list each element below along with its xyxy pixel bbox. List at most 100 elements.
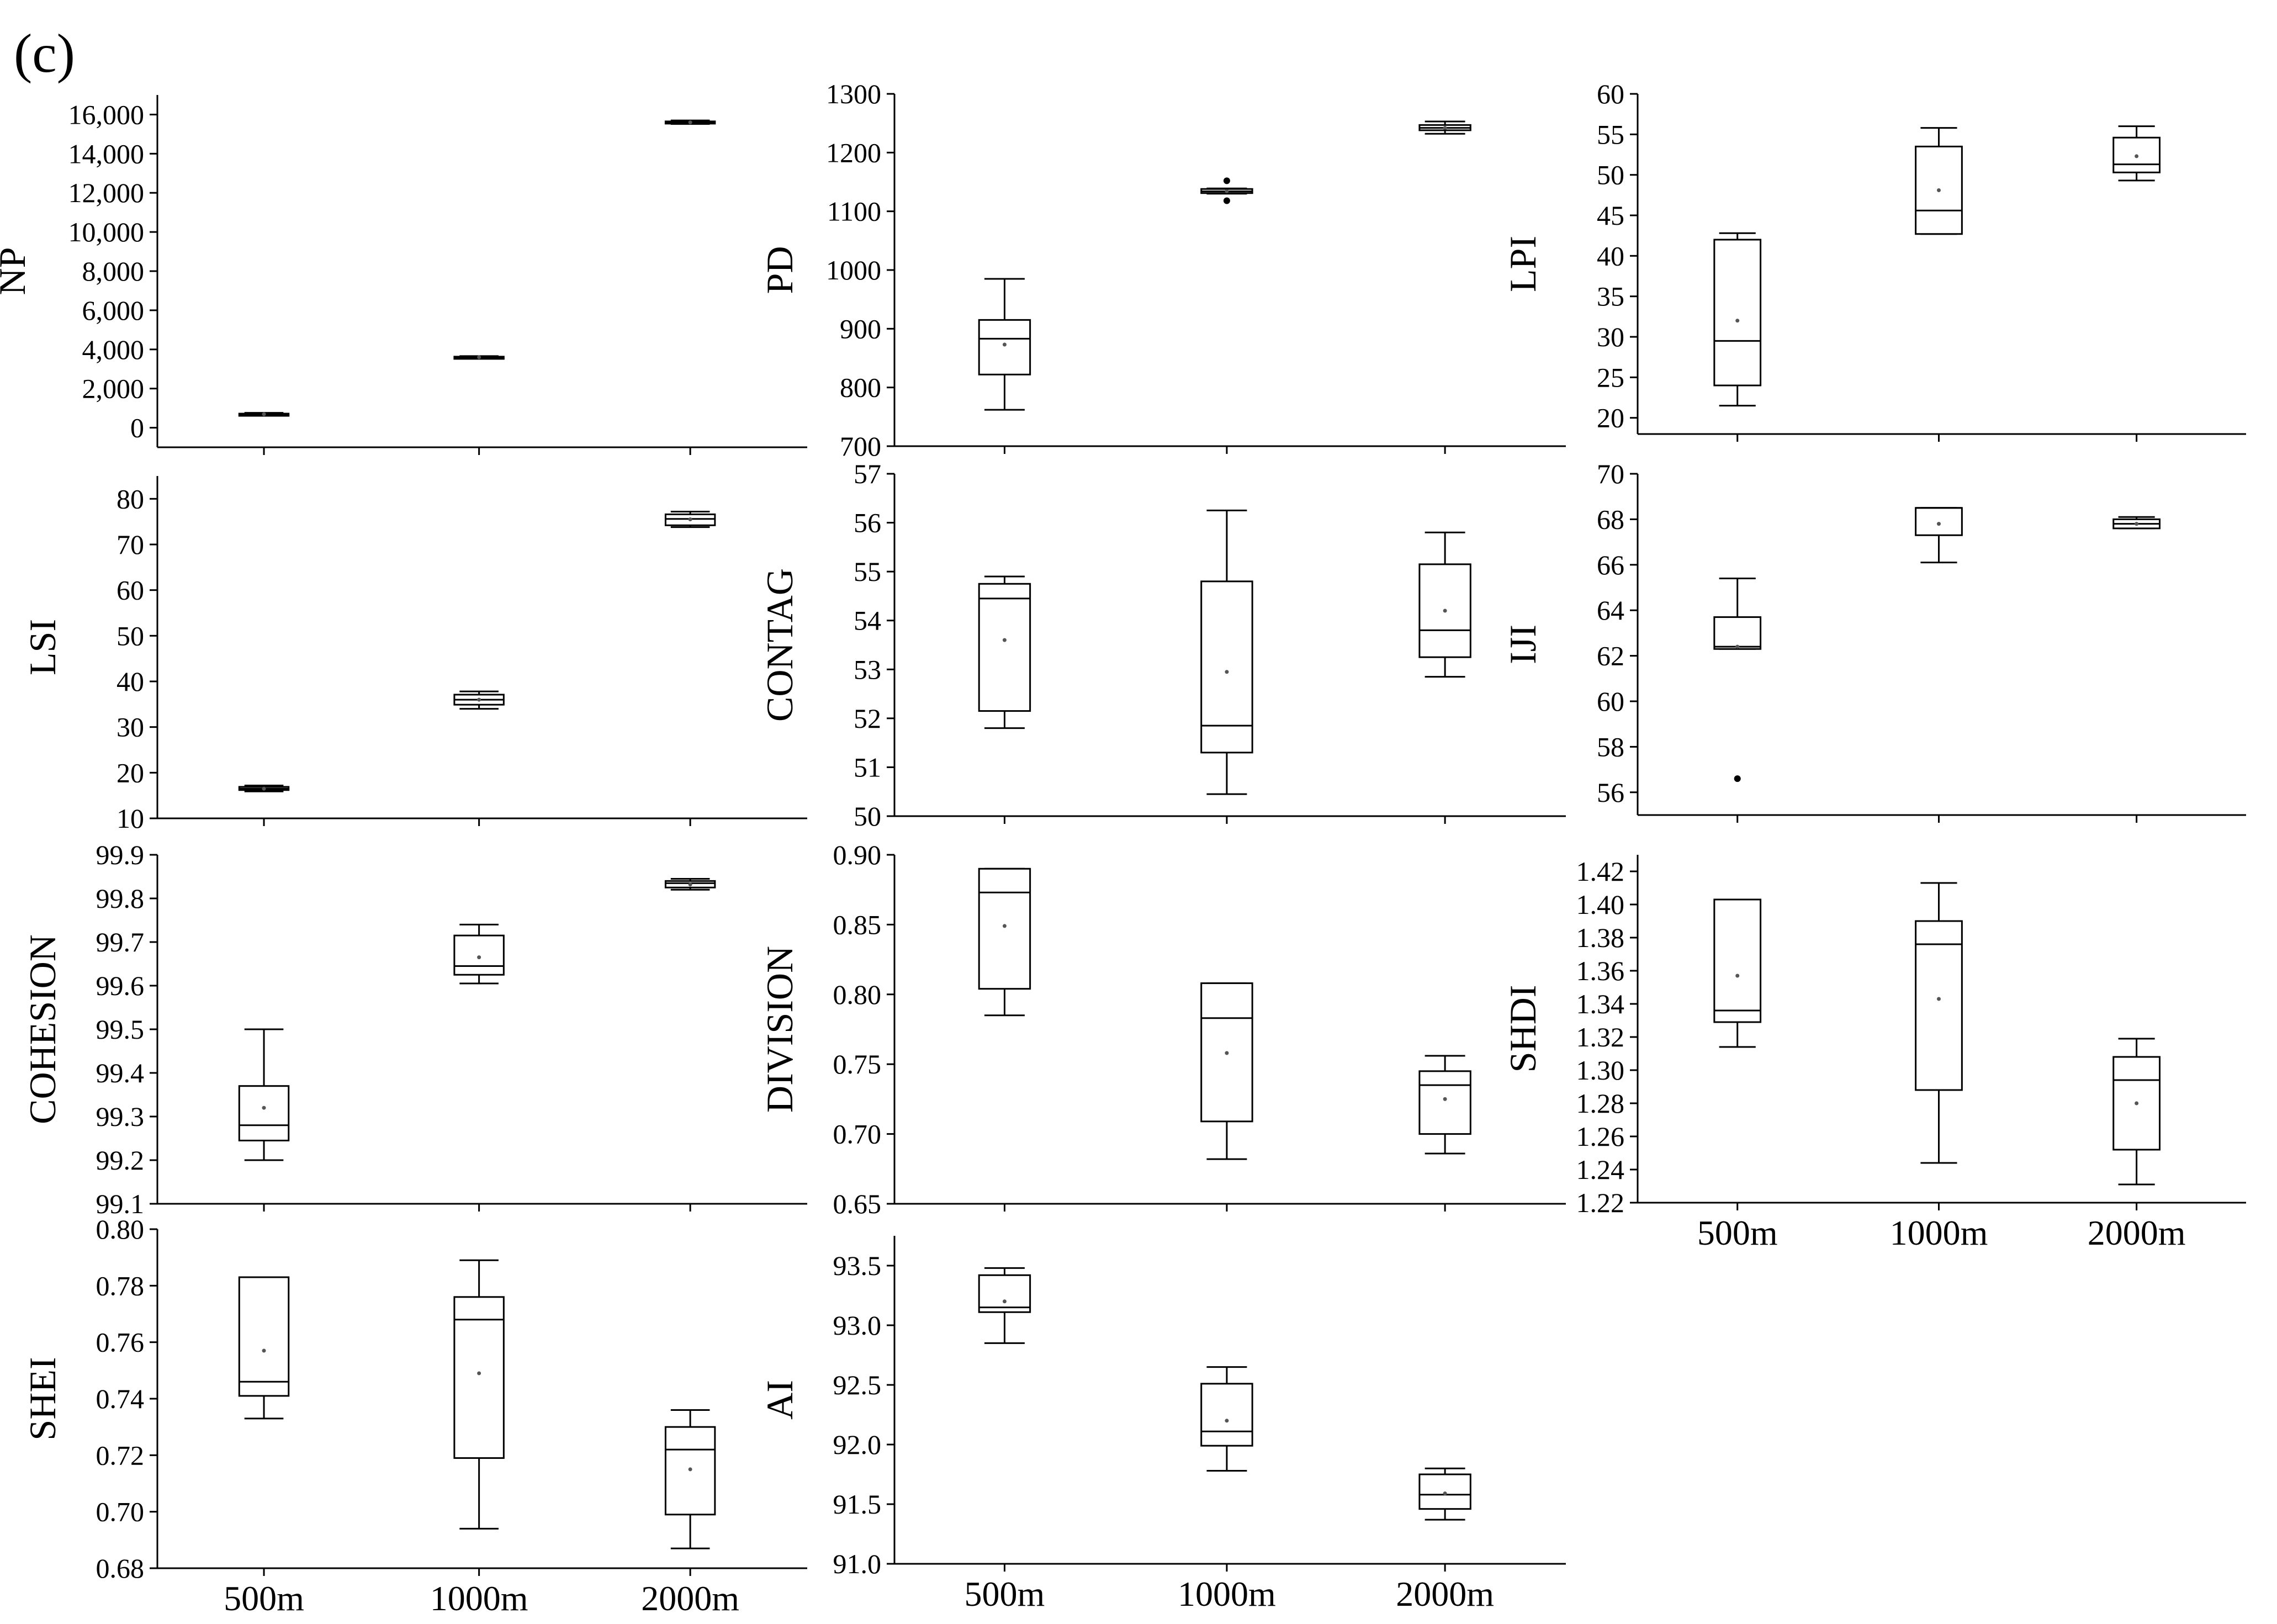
box-2000m bbox=[1418, 531, 1471, 678]
box-1000m bbox=[1200, 1366, 1253, 1472]
mean-point bbox=[262, 1348, 266, 1353]
x-tick-label: 500m bbox=[224, 1579, 304, 1618]
y-tick-label: 52 bbox=[854, 703, 881, 734]
y-tick-label: 80 bbox=[117, 483, 144, 514]
mean-point bbox=[262, 1105, 266, 1110]
x-tick-label: 500m bbox=[965, 1574, 1045, 1614]
box-1000m bbox=[453, 1259, 505, 1530]
y-axis-label: LPI bbox=[1502, 236, 1544, 292]
y-tick-label: 60 bbox=[1597, 78, 1624, 109]
mean-point bbox=[688, 120, 692, 125]
box-2000m bbox=[664, 1409, 716, 1549]
panel-pd: 700 800 900 1000 1100 1200 1300 PD bbox=[759, 78, 1566, 462]
y-tick-label: 0.70 bbox=[833, 1119, 882, 1150]
x-tick-label: 2000m bbox=[1396, 1574, 1494, 1614]
y-axis-label: DIVISION bbox=[759, 946, 801, 1113]
box-iqr bbox=[453, 1296, 505, 1459]
y-tick-label: 57 bbox=[854, 458, 881, 489]
y-tick-label: 1200 bbox=[826, 137, 881, 168]
box-iqr bbox=[1713, 239, 1762, 387]
x-tick-label: 2000m bbox=[641, 1579, 739, 1618]
x-tick-label: 1000m bbox=[1890, 1213, 1988, 1252]
y-tick-label: 0.78 bbox=[96, 1270, 145, 1301]
mean-point bbox=[1443, 1097, 1447, 1101]
mean-point bbox=[1443, 609, 1447, 613]
y-tick-label: 20 bbox=[1597, 403, 1624, 433]
y-tick-label: 99.6 bbox=[96, 970, 145, 1001]
y-tick-label: 1.28 bbox=[1576, 1088, 1625, 1119]
box-2000m bbox=[664, 119, 716, 125]
panel-cohesion: 99.1 99.2 99.3 99.4 99.5 99.6 99.7 99.8 99.9 COHE… bbox=[22, 839, 807, 1219]
y-tick-label: 54 bbox=[854, 605, 881, 636]
y-tick-label: 58 bbox=[1597, 731, 1624, 762]
box-iqr bbox=[2112, 136, 2161, 173]
panel-np: 0 2,000 4,000 6,000 8,000 10,000 12,000 14,000 1… bbox=[0, 95, 807, 455]
mean-point bbox=[1735, 644, 1740, 649]
y-tick-label: 99.8 bbox=[96, 883, 145, 914]
mean-point bbox=[1225, 1051, 1229, 1055]
mean-point bbox=[477, 1371, 481, 1376]
mean-point bbox=[477, 697, 481, 702]
y-tick-label: 53 bbox=[854, 654, 881, 685]
y-tick-label: 40 bbox=[1597, 240, 1624, 271]
mean-point bbox=[2135, 522, 2139, 526]
outlier-point bbox=[1223, 177, 1230, 184]
box-iqr bbox=[1713, 616, 1762, 650]
panel-lpi: 20 25 30 35 40 45 50 55 60 LPI bbox=[1502, 78, 2246, 442]
box-iqr bbox=[978, 1274, 1031, 1313]
y-tick-label: 1000 bbox=[826, 255, 881, 285]
box-500m bbox=[238, 1028, 290, 1161]
y-tick-label: 64 bbox=[1597, 595, 1624, 626]
outlier-point bbox=[1734, 775, 1741, 782]
panel-shdi: 1.221.241.261.281.301.321.341.361.381.40… bbox=[1502, 855, 2246, 1252]
y-tick-label: 0.68 bbox=[96, 1553, 145, 1584]
mean-point bbox=[1225, 189, 1229, 194]
y-tick-label: 93.5 bbox=[833, 1250, 882, 1281]
y-tick-label: 0.72 bbox=[96, 1440, 145, 1470]
box-iqr bbox=[1915, 507, 1963, 536]
y-tick-label: 92.5 bbox=[833, 1369, 882, 1400]
box-2000m bbox=[1418, 1467, 1471, 1521]
box-iqr bbox=[238, 1085, 290, 1141]
y-tick-label: 14,000 bbox=[68, 138, 145, 169]
mean-point bbox=[1002, 924, 1007, 928]
outlier-point bbox=[1223, 197, 1230, 204]
y-tick-label: 1.26 bbox=[1576, 1121, 1625, 1152]
box-500m bbox=[238, 1276, 290, 1420]
y-tick-label: 800 bbox=[840, 372, 881, 403]
mean-point bbox=[688, 1467, 692, 1472]
mean-point bbox=[1225, 1419, 1229, 1423]
y-tick-label: 62 bbox=[1597, 641, 1624, 671]
y-tick-label: 60 bbox=[1597, 686, 1624, 717]
box-iqr bbox=[1915, 920, 1963, 1091]
y-tick-label: 56 bbox=[854, 507, 881, 538]
box-500m bbox=[978, 278, 1031, 411]
y-tick-label: 30 bbox=[117, 712, 144, 743]
box-2000m bbox=[1418, 1055, 1471, 1155]
mean-point bbox=[1002, 638, 1007, 642]
box-1000m bbox=[1915, 127, 1963, 235]
y-axis-label: COHESION bbox=[22, 934, 63, 1124]
y-tick-label: 56 bbox=[1597, 777, 1624, 808]
mean-point bbox=[1443, 126, 1447, 130]
box-iqr bbox=[978, 583, 1031, 712]
panel-ai: 91.0 91.5 92.0 92.5 93.0 93.5 AI 500m 1000m 2000m bbox=[759, 1236, 1566, 1614]
panel-iji: 56 58 60 62 64 66 68 70 IJI bbox=[1502, 458, 2246, 823]
box-iqr bbox=[1200, 580, 1253, 754]
y-tick-label: 1100 bbox=[827, 196, 881, 227]
box-iqr bbox=[664, 1426, 716, 1516]
y-tick-label: 1.40 bbox=[1576, 889, 1625, 920]
mean-point bbox=[2135, 1101, 2139, 1105]
y-tick-label: 0.80 bbox=[96, 1214, 145, 1245]
box-500m bbox=[978, 867, 1031, 1017]
y-tick-label: 0.90 bbox=[833, 839, 882, 870]
y-tick-label: 55 bbox=[854, 556, 881, 587]
y-tick-label: 1300 bbox=[826, 78, 881, 109]
x-tick-label: 1000m bbox=[430, 1579, 528, 1618]
y-tick-label: 1.30 bbox=[1576, 1055, 1625, 1086]
box-iqr bbox=[238, 1276, 290, 1397]
y-tick-label: 16,000 bbox=[68, 99, 145, 130]
y-tick-label: 40 bbox=[117, 666, 144, 697]
box-1000m bbox=[1200, 982, 1253, 1160]
